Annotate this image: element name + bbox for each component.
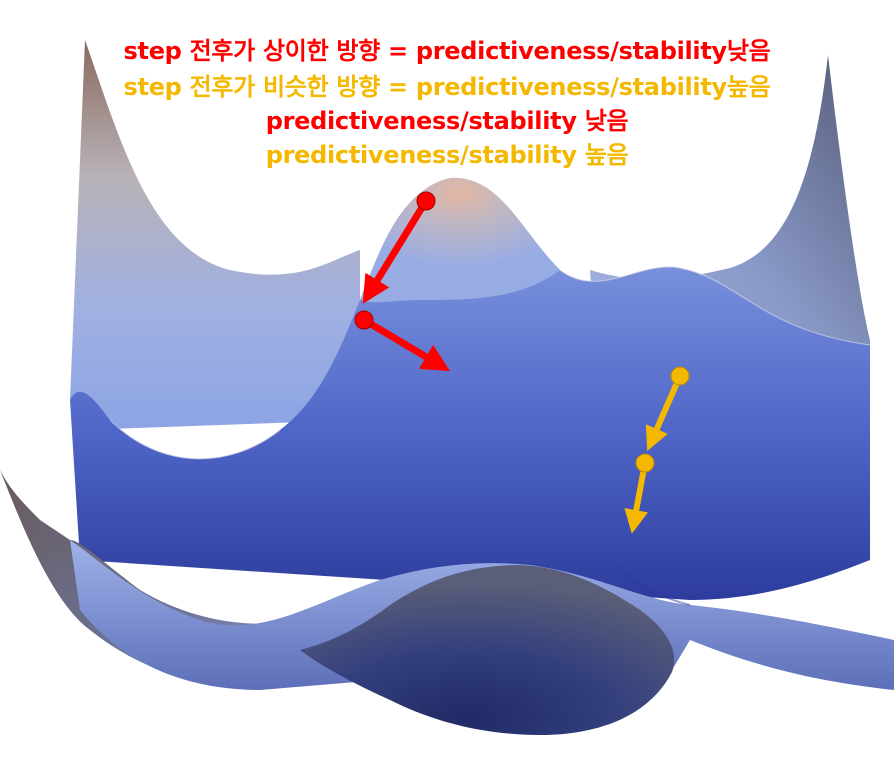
gold-point-mid	[635, 453, 655, 473]
surface-back-left-wall	[70, 40, 360, 430]
red-point-mid	[354, 310, 374, 330]
surface-central-peak	[360, 177, 560, 303]
surface-contour	[559, 266, 871, 346]
low-stability-trajectory	[354, 191, 451, 372]
caption-low-direction-change: step 전후가 상이한 방향 = predictiveness/stabili…	[123, 37, 771, 65]
high-stability-trajectory	[624, 366, 690, 534]
gold-point-start	[670, 366, 690, 386]
caption-high-direction-similar: step 전후가 비슷한 방향 = predictiveness/stabili…	[123, 73, 771, 101]
gold-step-arrow-1	[645, 373, 683, 451]
surface-main-body	[70, 177, 870, 600]
gold-step-arrow-2	[624, 460, 648, 534]
red-step-arrow-2	[360, 316, 451, 372]
surface-contour	[109, 419, 281, 460]
red-point-start	[416, 191, 436, 211]
caption-high-stability: predictiveness/stability 높음	[265, 141, 629, 169]
red-step-arrow-1	[362, 197, 430, 304]
surface-contour	[609, 559, 691, 606]
surface-dark-bowl	[300, 565, 675, 735]
caption-low-stability: predictiveness/stability 낮음	[265, 107, 629, 135]
